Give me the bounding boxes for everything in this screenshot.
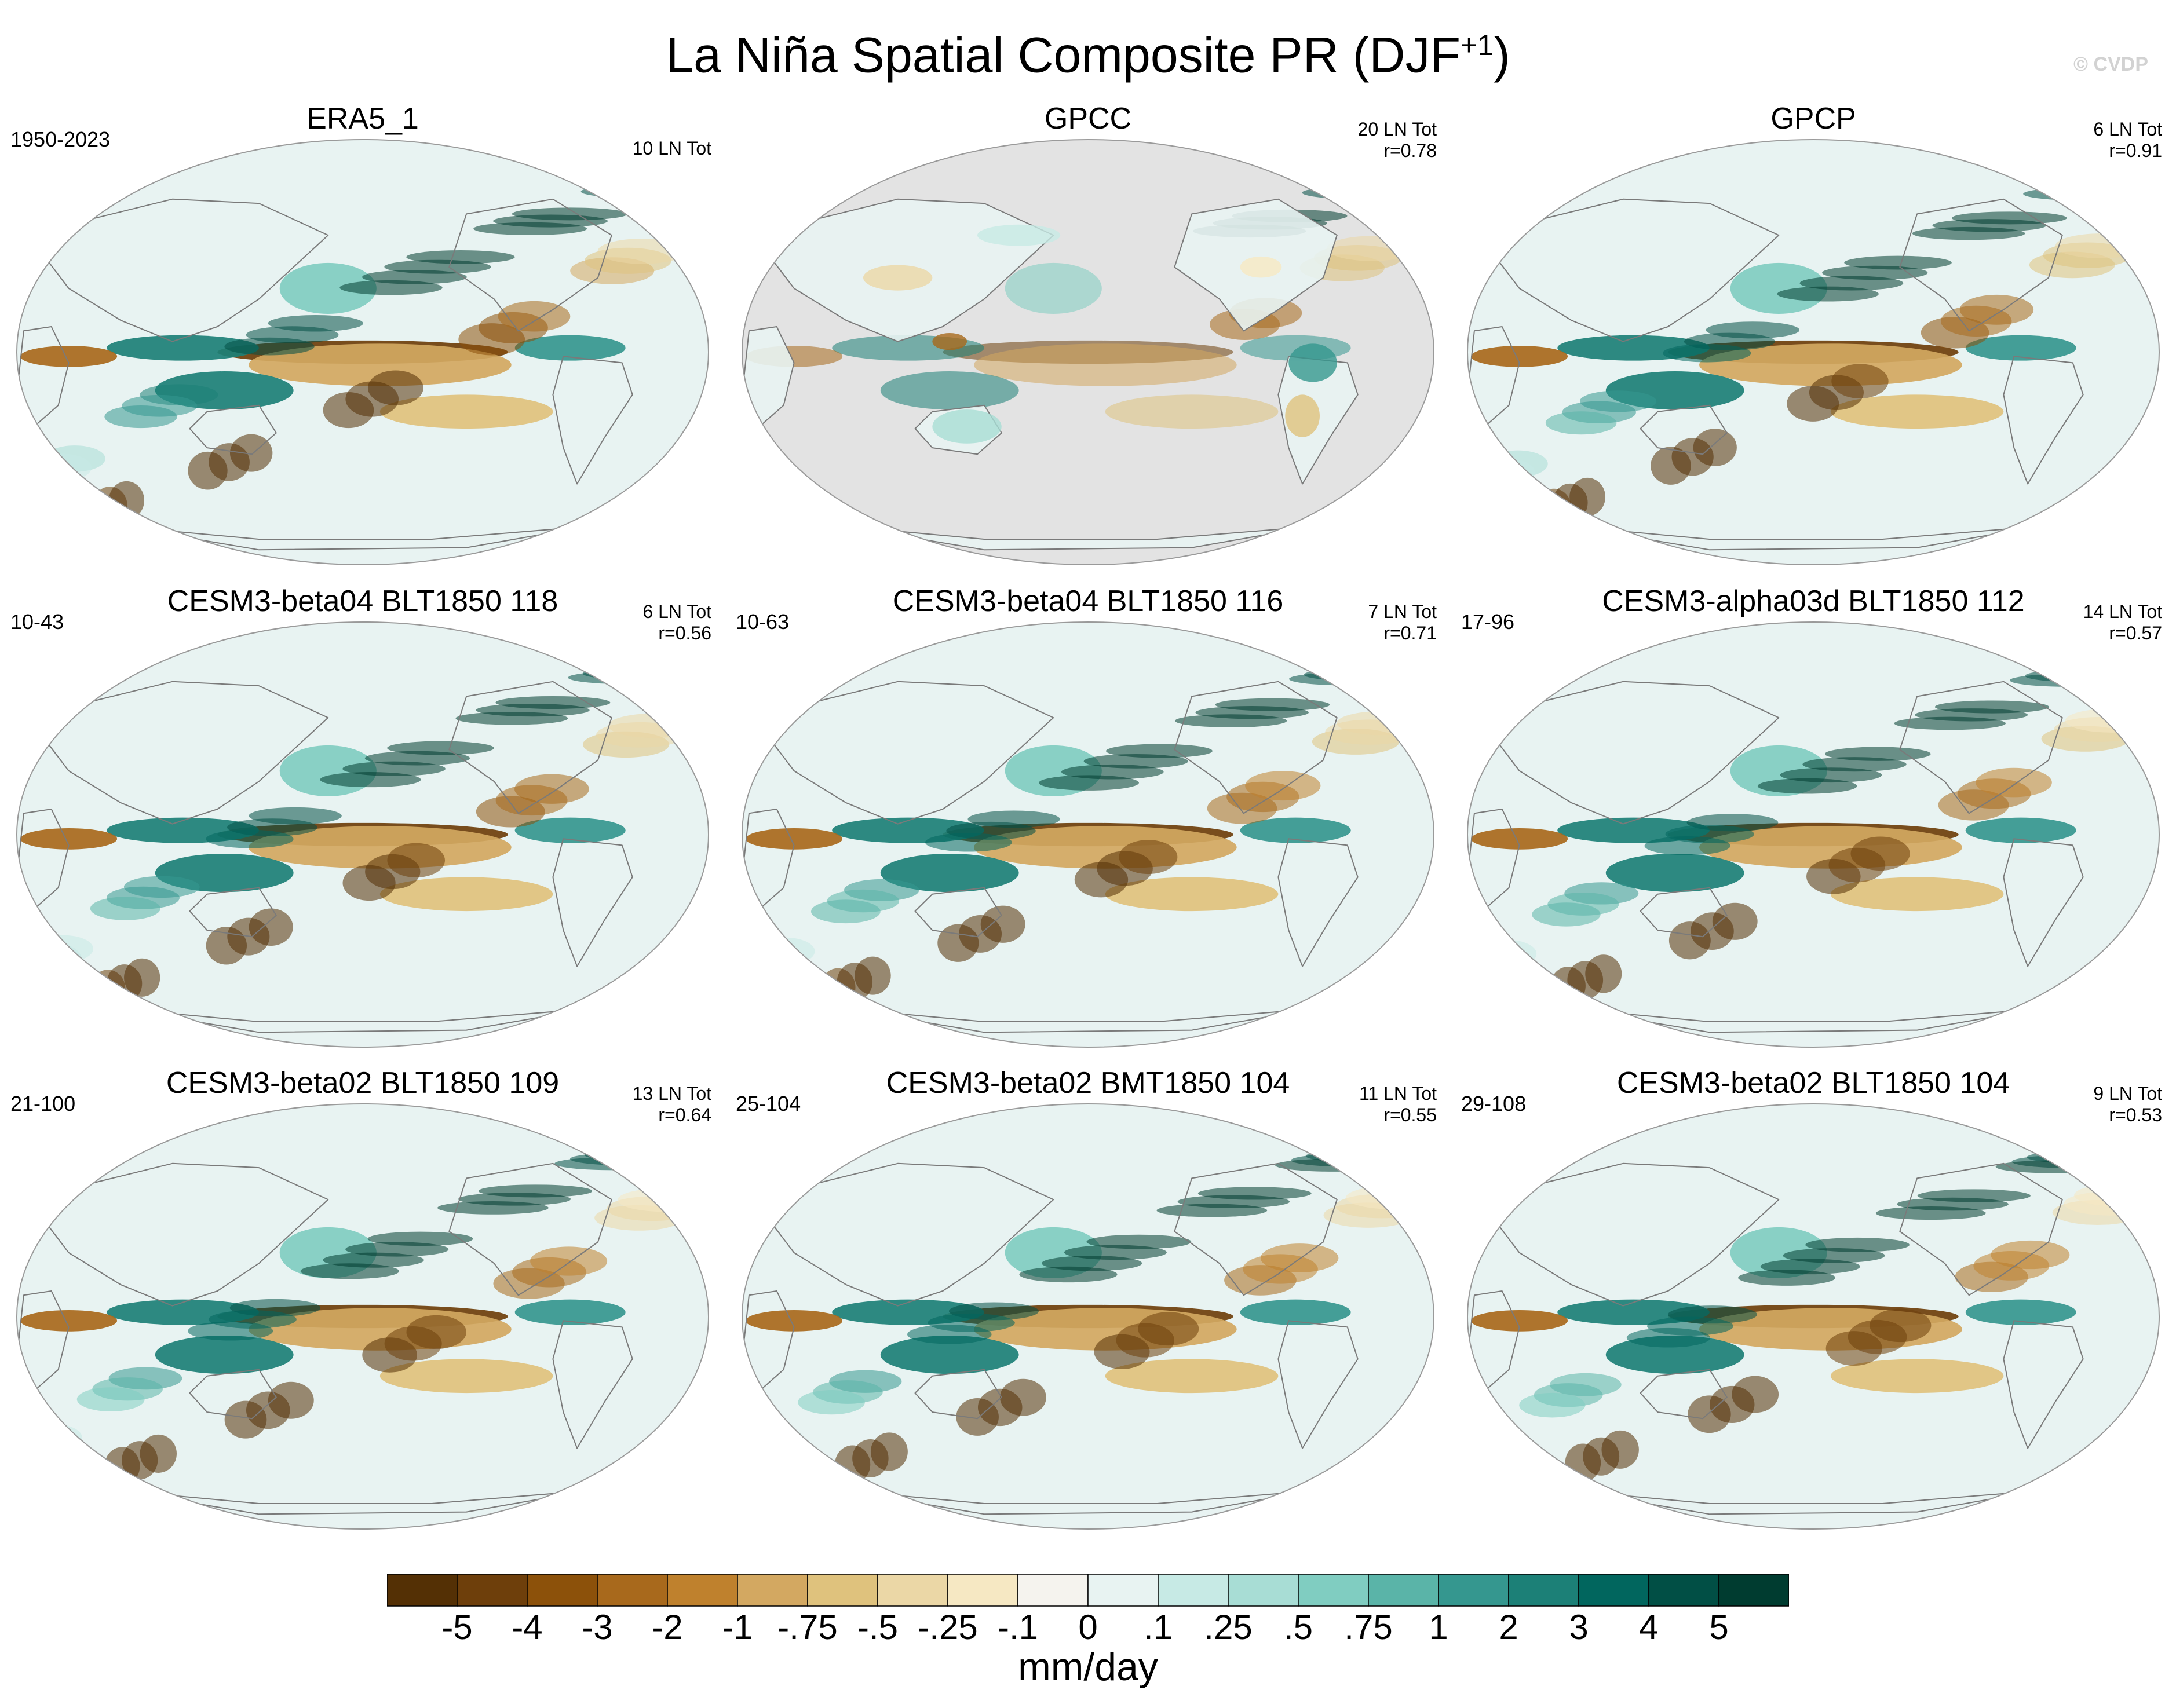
colorbar-tick-label: -1 [722,1608,753,1644]
panel-stats: 20 LN Tot r=0.78 [1357,119,1437,161]
colorbar-tick-label: -5 [441,1608,472,1644]
panel-title: CESM3-beta02 BLT1850 109 [166,1066,560,1100]
panel-stats: 11 LN Tot r=0.55 [1359,1083,1437,1125]
panel-stats: 10 LN Tot [632,138,711,159]
colorbar-swatch [1158,1574,1229,1607]
colorbar-swatch [667,1574,738,1607]
panel-period: 21-100 [10,1092,76,1115]
panel-title: GPCC [1044,102,1132,136]
panel-title: CESM3-beta02 BMT1850 104 [886,1066,1290,1100]
colorbar-tick-label: 2 [1499,1608,1518,1644]
colorbar-swatch [807,1574,878,1607]
panel-title: CESM3-alpha03d BLT1850 112 [1602,584,2025,618]
panel-title: CESM3-beta02 BLT1850 104 [1616,1066,2010,1100]
panel-period: 10-63 [736,610,790,634]
map-plot [742,1103,1434,1530]
map-plot [742,621,1434,1048]
map-panel: GPCP 6 LN Tot r=0.91 [1451,101,2176,586]
panel-stats: 7 LN Tot r=0.71 [1368,601,1437,643]
colorbar-swatch [1648,1574,1719,1607]
panel-title: ERA5_1 [306,102,419,136]
colorbar-tick-label: 1 [1429,1608,1448,1644]
colorbar-unit: mm/day [1018,1645,1158,1689]
colorbar-tick-label: .25 [1204,1608,1252,1644]
colorbar-swatch [1578,1574,1649,1607]
colorbar-tick-label: -3 [582,1608,612,1644]
panel-stats: 6 LN Tot r=0.91 [2093,119,2162,161]
colorbar: -5 -4 -3 -2 -1 -.75 -.5 -.25 -.1 0 .1 .25 .5 .75 1 2 3 4 5 [387,1574,1789,1644]
colorbar-swatch [1368,1574,1439,1607]
colorbar-swatch [1017,1574,1089,1607]
colorbar-swatch [457,1574,528,1607]
panel-title: CESM3-beta04 BLT1850 118 [167,584,558,618]
colorbar-swatch [1508,1574,1579,1607]
colorbar-swatch [1228,1574,1299,1607]
panel-title: CESM3-beta04 BLT1850 116 [892,584,1284,618]
panel-period: 10-43 [10,610,64,634]
colorbar-swatch [527,1574,598,1607]
colorbar-tick-label: -4 [512,1608,542,1644]
map-panel: ERA5_1 1950-2023 10 LN Tot [0,101,725,586]
panel-period: 1950-2023 [10,127,111,151]
panel-period: 29-108 [1461,1092,1527,1115]
colorbar-swatch [1298,1574,1369,1607]
colorbar-swatch [1087,1574,1159,1607]
map-panel: CESM3-alpha03d BLT1850 112 17-96 14 LN Tot… [1451,584,2176,1068]
watermark: © CVDP [2073,53,2148,75]
colorbar-tick-label: 4 [1639,1608,1658,1644]
figure-title: La Niña Spatial Composite PR (DJF+1) [666,27,1510,83]
panel-stats: 9 LN Tot r=0.53 [2093,1083,2162,1125]
panel-title: GPCP [1770,102,1856,136]
colorbar-tick-label: -.75 [777,1608,837,1644]
map-plot [1467,621,2160,1048]
map-panel: CESM3-beta02 BMT1850 104 25-104 11 LN Tot … [725,1066,1451,1550]
colorbar-tick-label: 0 [1078,1608,1097,1644]
map-panel: CESM3-beta02 BLT1850 104 29-108 9 LN Tot r… [1451,1066,2176,1550]
colorbar-tick-label: .1 [1144,1608,1173,1644]
map-panel: CESM3-beta04 BLT1850 116 10-63 7 LN Tot r=… [725,584,1451,1068]
colorbar-swatch [387,1574,458,1607]
map-panel: CESM3-beta04 BLT1850 118 10-43 6 LN Tot r=… [0,584,725,1068]
colorbar-tick-label: -.25 [918,1608,977,1644]
map-panel: GPCC 20 LN Tot r=0.78 [725,101,1451,586]
map-plot [16,1103,709,1530]
colorbar-swatch [1718,1574,1789,1607]
map-plot [16,621,709,1048]
map-plot [16,139,709,565]
map-plot [1467,139,2160,565]
colorbar-tick-label: .75 [1344,1608,1392,1644]
panel-period: 17-96 [1461,610,1515,634]
colorbar-tick-label: -.5 [857,1608,898,1644]
colorbar-tick-label: 5 [1709,1608,1728,1644]
map-plot [1467,1103,2160,1530]
colorbar-swatch [947,1574,1018,1607]
map-plot [742,139,1434,565]
colorbar-swatch [877,1574,948,1607]
map-panel: CESM3-beta02 BLT1850 109 21-100 13 LN Tot … [0,1066,725,1550]
panel-stats: 6 LN Tot r=0.56 [642,601,711,643]
panel-stats: 14 LN Tot r=0.57 [2083,601,2162,643]
colorbar-swatch [737,1574,808,1607]
panel-period: 25-104 [736,1092,801,1115]
colorbar-tick-label: -2 [652,1608,682,1644]
colorbar-swatch [597,1574,668,1607]
colorbar-swatch [1438,1574,1509,1607]
colorbar-tick-label: 3 [1569,1608,1588,1644]
colorbar-tick-label: .5 [1284,1608,1313,1644]
colorbar-tick-label: -.1 [998,1608,1038,1644]
panel-stats: 13 LN Tot r=0.64 [632,1083,711,1125]
